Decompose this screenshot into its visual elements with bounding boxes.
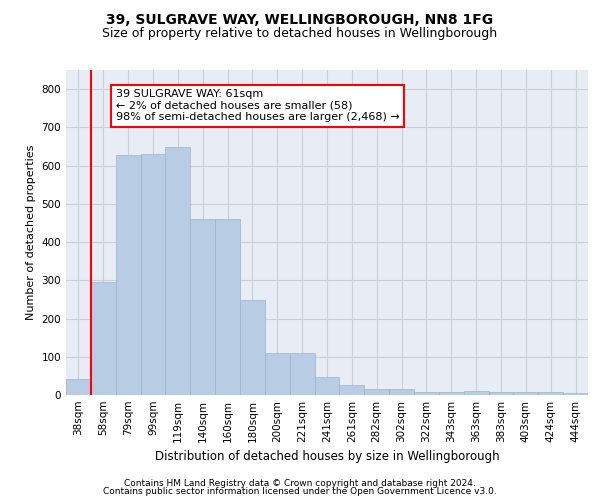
Bar (514, 392, 538, 395)
Bar (364, 390, 389, 395)
Bar (340, 386, 364, 395)
Text: Size of property relative to detached houses in Wellingborough: Size of property relative to detached ho… (103, 28, 497, 40)
Text: 39 SULGRAVE WAY: 61sqm
← 2% of detached houses are smaller (58)
98% of semi-deta: 39 SULGRAVE WAY: 61sqm ← 2% of detached … (116, 89, 400, 122)
Bar (538, 392, 563, 395)
X-axis label: Distribution of detached houses by size in Wellingborough: Distribution of detached houses by size … (155, 450, 499, 464)
Bar (563, 393, 588, 395)
Text: Contains HM Land Registry data © Crown copyright and database right 2024.: Contains HM Land Registry data © Crown c… (124, 478, 476, 488)
Text: 39, SULGRAVE WAY, WELLINGBOROUGH, NN8 1FG: 39, SULGRAVE WAY, WELLINGBOROUGH, NN8 1F… (106, 12, 494, 26)
Bar (488, 392, 514, 395)
Bar (166, 147, 190, 395)
Bar (314, 378, 340, 395)
Bar (439, 392, 464, 395)
Bar (464, 391, 488, 395)
Bar (240, 300, 265, 395)
Y-axis label: Number of detached properties: Number of detached properties (26, 145, 36, 320)
Bar (389, 390, 414, 395)
Bar (140, 154, 166, 395)
Bar (290, 353, 314, 395)
Bar (190, 219, 215, 395)
Bar (215, 219, 240, 395)
Bar (91, 282, 116, 395)
Bar (414, 392, 439, 395)
Bar (66, 379, 91, 395)
Bar (116, 155, 140, 395)
Text: Contains public sector information licensed under the Open Government Licence v3: Contains public sector information licen… (103, 487, 497, 496)
Bar (265, 353, 290, 395)
